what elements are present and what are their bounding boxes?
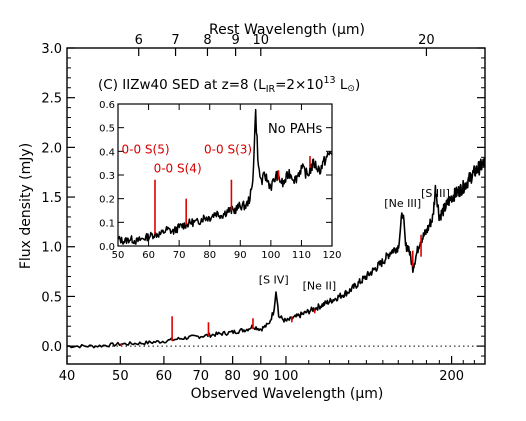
x-tick-label: 40 bbox=[59, 369, 76, 384]
feature-label: [S III] bbox=[421, 187, 450, 200]
x-axis-title: Observed Wavelength (μm) bbox=[191, 386, 384, 402]
y-tick-label: 1.0 bbox=[41, 241, 62, 256]
y-tick-label: 2.5 bbox=[41, 92, 62, 107]
main-axis-ticks: 40 50 60 70 80 90 100 200 0.0 0.5 1.0 1.5 2.0 2.5 3.0 6… bbox=[41, 33, 485, 384]
feature-label: [Ne III] bbox=[384, 197, 421, 210]
x-tick-label: 70 bbox=[192, 369, 209, 384]
main-spectrum-line bbox=[66, 157, 486, 349]
inset-red-line-markers bbox=[154, 156, 311, 235]
feature-label: [Ne II] bbox=[303, 279, 337, 292]
feature-label: [S IV] bbox=[259, 274, 289, 287]
h2-line-label: 0-0 S(3) bbox=[204, 143, 252, 157]
main-plot-frame bbox=[66, 47, 486, 365]
h2-line-label: 0-0 S(5) bbox=[121, 143, 169, 157]
inset-x-tick-label: 60 bbox=[142, 250, 155, 261]
inset-y-tick-label: 0.0 bbox=[99, 242, 115, 253]
inset-y-tick-label: 0.2 bbox=[99, 195, 115, 206]
y-tick-label: 2.0 bbox=[41, 141, 62, 156]
h2-line-label: 0-0 S(4) bbox=[154, 162, 202, 176]
main-feature-labels: [S IV] [Ne II] [Ne III][S III] bbox=[259, 187, 450, 292]
x-tick-label: 200 bbox=[439, 369, 464, 384]
inset-y-tick-label: 0.3 bbox=[99, 171, 115, 182]
inset-y-tick-label: 0.4 bbox=[99, 147, 115, 158]
inset-spectrum-line bbox=[117, 108, 333, 245]
x-tick-label: 100 bbox=[274, 369, 299, 384]
y-tick-label: 0.0 bbox=[41, 340, 62, 355]
inset-x-tick-label: 90 bbox=[234, 250, 247, 261]
inset-y-tick-label: 0.6 bbox=[99, 100, 115, 111]
top-tick-label: 8 bbox=[203, 33, 211, 48]
inset-x-tick-label: 70 bbox=[173, 250, 186, 261]
inset-note: No PAHs bbox=[268, 122, 322, 137]
inset-x-tick-label: 100 bbox=[261, 250, 280, 261]
panel-title: (C) IIZw40 SED at z=8 (LIR=2×1013 L⊙) bbox=[98, 75, 360, 95]
main-red-line-markers bbox=[120, 234, 422, 347]
x-tick-label: 60 bbox=[156, 369, 173, 384]
y-axis-title: Flux density (mJy) bbox=[18, 143, 34, 269]
inset-spectrum bbox=[117, 108, 333, 245]
top-tick-label: 20 bbox=[418, 33, 435, 48]
inset-y-tick-label: 0.5 bbox=[99, 124, 115, 135]
x-tick-label: 90 bbox=[253, 369, 270, 384]
inset-x-tick-label: 50 bbox=[112, 250, 125, 261]
top-tick-label: 9 bbox=[231, 33, 239, 48]
top-axis-title: Rest Wavelength (μm) bbox=[209, 22, 365, 38]
inset-x-tick-label: 120 bbox=[322, 250, 341, 261]
top-tick-label: 7 bbox=[171, 33, 179, 48]
top-tick-label: 10 bbox=[253, 33, 270, 48]
x-tick-label: 50 bbox=[112, 369, 129, 384]
inset-x-tick-label: 110 bbox=[292, 250, 311, 261]
y-tick-label: 0.5 bbox=[41, 290, 62, 305]
y-tick-label: 3.0 bbox=[41, 42, 62, 57]
main-spectrum bbox=[66, 157, 486, 349]
inset-y-tick-label: 0.1 bbox=[99, 218, 115, 229]
inset-line-labels: 0-0 S(5) 0-0 S(4)0-0 S(3) bbox=[121, 143, 252, 176]
top-tick-label: 6 bbox=[135, 33, 143, 48]
x-tick-label: 80 bbox=[224, 369, 241, 384]
inset-x-tick-label: 80 bbox=[203, 250, 216, 261]
inset-axis-ticks: 50 60 70 80 90 100 110 120 0.0 0.1 0.2 0.3 0.4 0.5 0.6 bbox=[99, 100, 341, 261]
y-tick-label: 1.5 bbox=[41, 191, 62, 206]
